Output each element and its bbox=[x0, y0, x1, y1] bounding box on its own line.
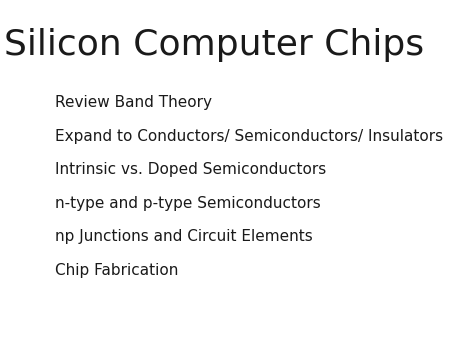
Text: Review Band Theory: Review Band Theory bbox=[55, 95, 212, 110]
Text: Silicon Computer Chips: Silicon Computer Chips bbox=[4, 28, 424, 62]
Text: np Junctions and Circuit Elements: np Junctions and Circuit Elements bbox=[55, 230, 313, 244]
Text: Expand to Conductors/ Semiconductors/ Insulators: Expand to Conductors/ Semiconductors/ In… bbox=[55, 129, 443, 144]
Text: n-type and p-type Semiconductors: n-type and p-type Semiconductors bbox=[55, 196, 320, 211]
Text: Intrinsic vs. Doped Semiconductors: Intrinsic vs. Doped Semiconductors bbox=[55, 162, 326, 177]
Text: Chip Fabrication: Chip Fabrication bbox=[55, 263, 178, 278]
